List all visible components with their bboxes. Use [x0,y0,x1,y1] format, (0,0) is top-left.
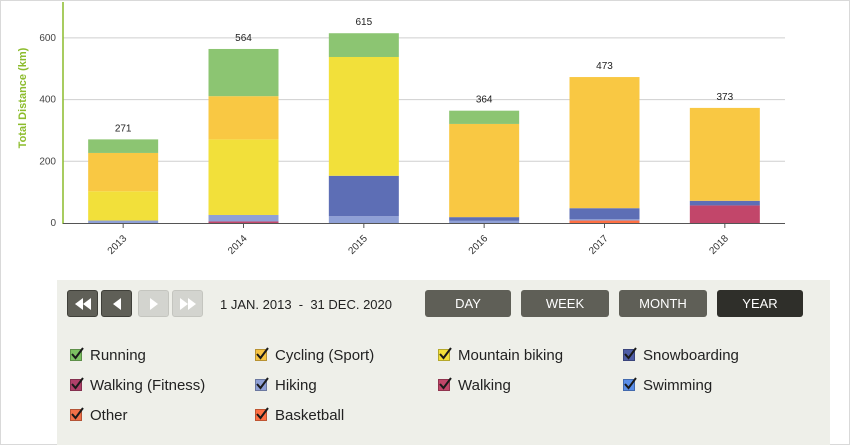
checkbox-checked-icon[interactable] [623,347,637,361]
legend-label: Other [90,406,128,424]
y-tick-label: 600 [39,33,56,44]
total-label: 473 [596,61,613,72]
right-arrow-icon [149,297,158,310]
stacked-bar-chart: 0 200 400 600 Total Distance (km) 271 564 615… [17,2,785,257]
legend-label: Cycling (Sport) [275,346,375,364]
period-button-month[interactable]: MONTH [619,290,707,317]
legend-label: Hiking [275,376,317,394]
bar-segment[interactable] [88,220,159,223]
total-label: 271 [115,123,132,134]
bar-segment[interactable] [689,205,760,223]
legend-item[interactable]: Snowboarding [623,346,739,364]
bar-segment[interactable] [88,152,159,192]
legend-item[interactable]: Walking (Fitness) [70,376,205,394]
total-label: 364 [476,95,493,106]
total-label: 564 [235,33,252,44]
bar-segment[interactable] [88,191,159,221]
checkbox-checked-icon[interactable] [255,407,269,421]
y-tick-labels: 0 200 400 600 [39,33,56,229]
bar-segment[interactable] [449,220,520,223]
bar-segment[interactable] [449,123,520,218]
legend-item[interactable]: Basketball [255,406,344,424]
x-tick-label: 2017 [587,233,611,257]
x-tick-label: 2013 [106,233,130,257]
legend-item[interactable]: Running [70,346,146,364]
bar-segment[interactable] [208,48,279,97]
legend-item[interactable]: Other [70,406,128,424]
y-tick-label: 200 [39,156,56,167]
legend-label: Running [90,346,146,364]
checkbox-checked-icon[interactable] [438,347,452,361]
legend-label: Snowboarding [643,346,739,364]
bar-segment[interactable] [328,175,399,217]
bar-segment[interactable] [569,219,640,221]
legend-label: Walking [458,376,511,394]
bar-segment[interactable] [328,216,399,223]
first-period-button[interactable] [67,290,98,317]
left-arrow-icon [112,297,121,310]
legend-label: Walking (Fitness) [90,376,206,394]
bar-segment[interactable] [689,200,760,206]
total-label: 615 [355,17,372,28]
total-label: 373 [716,92,733,103]
grid-lines [63,37,785,162]
x-tick-label: 2014 [226,233,250,257]
bar-segment[interactable] [208,221,279,223]
legend-item[interactable]: Hiking [255,376,317,394]
double-left-arrow-icon [74,297,91,310]
legend-label: Basketball [275,406,345,424]
bar-segment[interactable] [689,107,760,201]
total-labels: 271 564 615 364 473 373 [115,17,734,134]
checkbox-checked-icon[interactable] [70,377,84,391]
last-period-button[interactable] [172,290,203,317]
date-range-label: 1 JAN. 2013 - 31 DEC. 2020 [220,297,392,312]
legend-item[interactable]: Walking [438,376,511,394]
bar-segment[interactable] [328,56,399,176]
checkbox-checked-icon[interactable] [623,377,637,391]
bar-segment[interactable] [569,77,640,209]
bar-segment[interactable] [449,217,520,221]
bar-segment[interactable] [208,214,279,222]
legend-label: Mountain biking [458,346,564,364]
y-axis-title: Total Distance (km) [17,47,29,148]
legend-item[interactable]: Swimming [623,376,712,394]
bar-segment[interactable] [569,208,640,220]
legend-item[interactable]: Mountain biking [438,346,563,364]
legend-label: Swimming [643,376,713,394]
checkbox-checked-icon[interactable] [70,347,84,361]
checkbox-checked-icon[interactable] [70,407,84,421]
y-tick-label: 0 [50,218,56,229]
x-tick-label: 2018 [707,233,731,257]
bar-segment[interactable] [208,96,279,140]
legend-item[interactable]: Cycling (Sport) [255,346,374,364]
next-period-button[interactable] [138,290,169,317]
previous-period-button[interactable] [101,290,132,317]
checkbox-checked-icon[interactable] [255,347,269,361]
bars [88,33,760,223]
x-tick-labels: 2013 2014 2015 2016 2017 2018 [106,223,731,257]
checkbox-checked-icon[interactable] [255,377,269,391]
bar-segment[interactable] [328,33,399,57]
y-tick-label: 400 [39,95,56,106]
bar-segment[interactable] [449,110,520,124]
bar-segment[interactable] [88,139,159,153]
x-tick-label: 2015 [346,233,370,257]
checkbox-checked-icon[interactable] [438,377,452,391]
controls-panel: 1 JAN. 2013 - 31 DEC. 2020 DAY WEEK MONTH Y… [57,280,830,445]
period-button-year[interactable]: YEAR [717,290,803,317]
x-tick-label: 2016 [467,233,491,257]
period-button-week[interactable]: WEEK [521,290,609,317]
bar-segment[interactable] [208,139,279,215]
double-right-arrow-icon [179,297,196,310]
period-button-day[interactable]: DAY [425,290,511,317]
bar-segment[interactable] [569,220,640,223]
